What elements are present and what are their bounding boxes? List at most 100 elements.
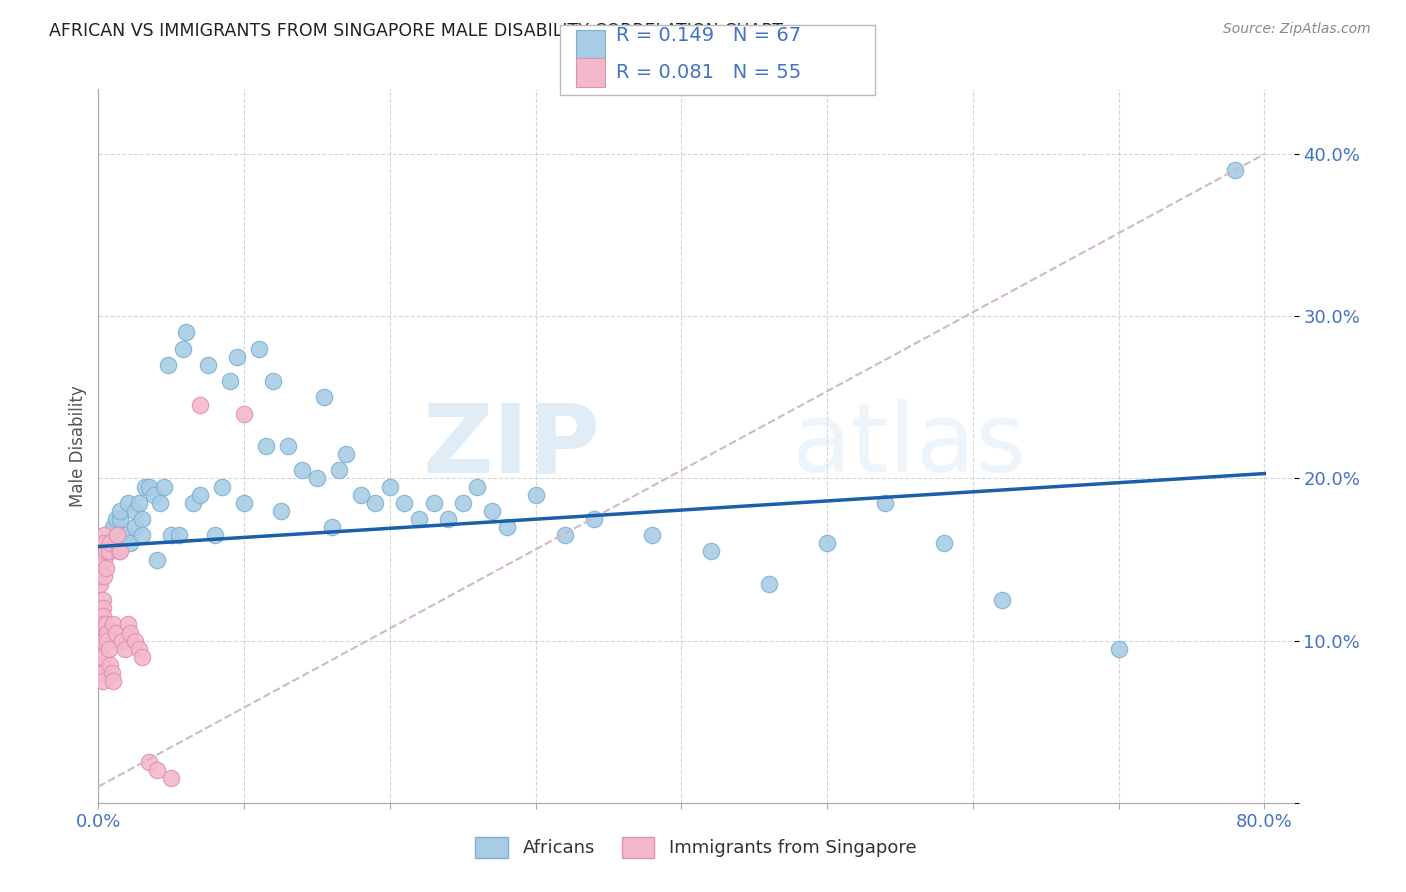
Y-axis label: Male Disability: Male Disability [69, 385, 87, 507]
Point [90, 625, 112, 640]
Point [131, 649, 153, 664]
Point [291, 463, 314, 477]
Point [89, 601, 111, 615]
Point [104, 512, 127, 526]
Point [89, 544, 111, 558]
Point [117, 617, 139, 632]
Point [350, 488, 373, 502]
Point [142, 488, 165, 502]
Point [110, 512, 132, 526]
Point [408, 512, 430, 526]
Text: ZIP: ZIP [422, 400, 600, 492]
Point [91, 593, 114, 607]
Point [90, 633, 112, 648]
Point [101, 520, 124, 534]
Point [225, 350, 247, 364]
Point [98, 544, 121, 558]
Point [378, 479, 401, 493]
Point [262, 374, 284, 388]
Point [437, 512, 460, 526]
Point [524, 488, 547, 502]
Point [335, 447, 357, 461]
Point [138, 479, 160, 493]
Point [451, 496, 474, 510]
Point [160, 772, 183, 786]
Point [93, 552, 115, 566]
Point [157, 358, 180, 372]
Point [93, 528, 115, 542]
Point [120, 625, 142, 640]
Point [172, 342, 194, 356]
Point [554, 528, 576, 542]
Point [481, 504, 503, 518]
Point [117, 496, 139, 510]
Point [991, 593, 1014, 607]
Point [90, 649, 112, 664]
Point [321, 520, 343, 534]
Point [364, 496, 387, 510]
Point [89, 577, 111, 591]
Point [233, 407, 256, 421]
Point [204, 528, 226, 542]
Point [90, 617, 112, 632]
Point [94, 617, 117, 632]
Point [128, 496, 150, 510]
Point [98, 657, 121, 672]
Point [91, 649, 114, 664]
Point [1108, 641, 1130, 656]
Point [190, 399, 212, 413]
Text: R = 0.081   N = 55: R = 0.081 N = 55 [616, 63, 801, 82]
Point [96, 633, 118, 648]
Point [247, 342, 270, 356]
Point [108, 544, 131, 558]
Point [145, 552, 167, 566]
Point [105, 528, 128, 542]
Point [94, 560, 117, 574]
Point [110, 504, 132, 518]
Point [100, 666, 122, 681]
Point [98, 536, 121, 550]
Point [91, 617, 114, 632]
Point [114, 528, 136, 542]
Point [467, 479, 489, 493]
Point [91, 666, 114, 681]
Point [394, 496, 416, 510]
Point [1225, 163, 1247, 178]
Point [160, 528, 183, 542]
Point [91, 633, 114, 648]
Point [89, 560, 111, 574]
Point [328, 463, 350, 477]
Point [120, 536, 142, 550]
Point [91, 601, 114, 615]
Point [149, 496, 172, 510]
Point [101, 617, 124, 632]
Point [305, 471, 328, 485]
Point [270, 504, 292, 518]
Point [89, 568, 111, 582]
Point [174, 326, 197, 340]
Point [91, 674, 114, 689]
Point [124, 504, 146, 518]
Text: Source: ZipAtlas.com: Source: ZipAtlas.com [1223, 22, 1371, 37]
Point [167, 528, 190, 542]
Text: atlas: atlas [792, 400, 1026, 492]
Point [254, 439, 277, 453]
Point [197, 358, 219, 372]
Point [97, 544, 120, 558]
Point [124, 520, 146, 534]
Point [90, 641, 112, 656]
Point [89, 609, 111, 624]
Point [114, 641, 136, 656]
Point [90, 657, 112, 672]
Point [94, 544, 117, 558]
Legend: Africans, Immigrants from Singapore: Africans, Immigrants from Singapore [468, 830, 924, 865]
Text: R = 0.149   N = 67: R = 0.149 N = 67 [616, 26, 801, 45]
Point [181, 496, 204, 510]
Point [582, 512, 605, 526]
Point [128, 641, 150, 656]
Point [110, 544, 132, 558]
Point [89, 552, 111, 566]
Point [96, 625, 118, 640]
Point [495, 520, 517, 534]
Point [218, 374, 240, 388]
